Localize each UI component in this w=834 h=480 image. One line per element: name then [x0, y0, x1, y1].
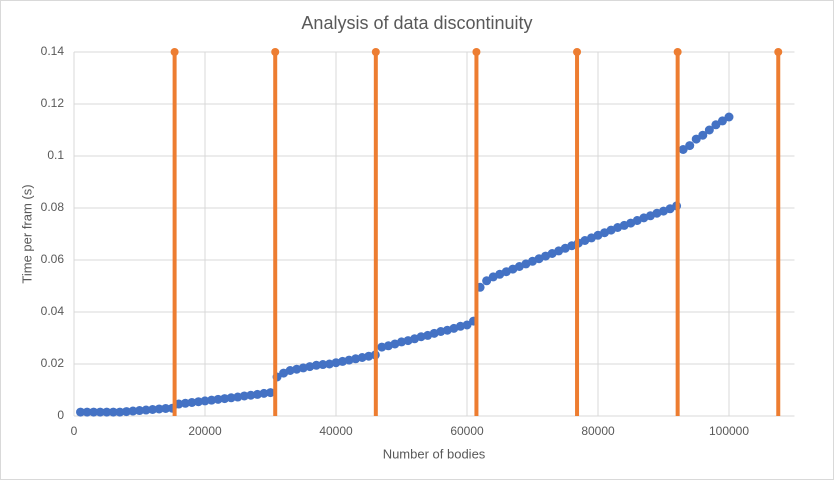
y-tick-label: 0.1 [47, 148, 64, 162]
data-point [193, 397, 203, 407]
drop-line-marker [271, 48, 280, 56]
data-point [226, 393, 236, 403]
y-tick-label: 0.02 [41, 356, 65, 370]
data-point [135, 406, 144, 416]
data-point [691, 134, 701, 144]
x-tick-label: 20000 [188, 424, 222, 438]
drop-line-marker [472, 48, 481, 56]
data-point [141, 405, 151, 415]
data-point [239, 391, 249, 401]
data-point [246, 390, 256, 400]
data-point [311, 360, 321, 370]
data-point [108, 407, 118, 417]
y-tick-label: 0.08 [41, 200, 65, 214]
data-point [95, 407, 105, 417]
data-point [121, 407, 131, 417]
drop-line-marker [371, 48, 380, 56]
x-tick-label: 60000 [450, 424, 484, 438]
data-point [148, 405, 158, 414]
data-point [180, 398, 190, 408]
data-point [724, 112, 734, 122]
data-point [685, 141, 695, 151]
data-point [678, 145, 688, 154]
x-tick-label: 40000 [319, 424, 353, 438]
data-point [462, 320, 472, 330]
data-point [711, 120, 721, 130]
data-point [717, 116, 727, 126]
data-point [698, 130, 708, 140]
data-point [102, 407, 112, 417]
data-point [704, 125, 714, 135]
y-tick-label: 0.04 [41, 304, 65, 318]
x-axis-title: Number of bodies [383, 446, 486, 461]
drop-line-marker [573, 48, 582, 56]
y-tick-label: 0.06 [41, 252, 65, 266]
data-point [207, 395, 217, 405]
data-point [213, 394, 223, 404]
data-point [161, 403, 171, 413]
data-point [266, 388, 275, 398]
drop-line-marker [170, 48, 179, 56]
y-tick-label: 0.12 [41, 96, 65, 110]
x-tick-label: 100000 [709, 424, 749, 438]
data-point [259, 388, 269, 398]
data-point [187, 397, 197, 407]
data-point [115, 407, 125, 417]
drop-line-marker [673, 48, 682, 56]
data-point [89, 407, 99, 417]
data-point [76, 407, 86, 417]
chart-title: Analysis of data discontinuity [301, 13, 532, 33]
data-point [482, 276, 492, 286]
x-tick-label: 80000 [581, 424, 615, 438]
data-point [220, 394, 230, 404]
drop-line-marker [774, 48, 783, 56]
x-tick-label: 0 [71, 424, 78, 438]
data-point [82, 407, 92, 417]
data-point [154, 404, 164, 414]
y-tick-label: 0 [57, 408, 64, 422]
data-point [200, 396, 210, 406]
data-point [128, 406, 138, 416]
y-tick-label: 0.14 [41, 44, 65, 58]
data-point [318, 360, 328, 370]
y-axis-title: Time per fram (s) [19, 184, 34, 283]
